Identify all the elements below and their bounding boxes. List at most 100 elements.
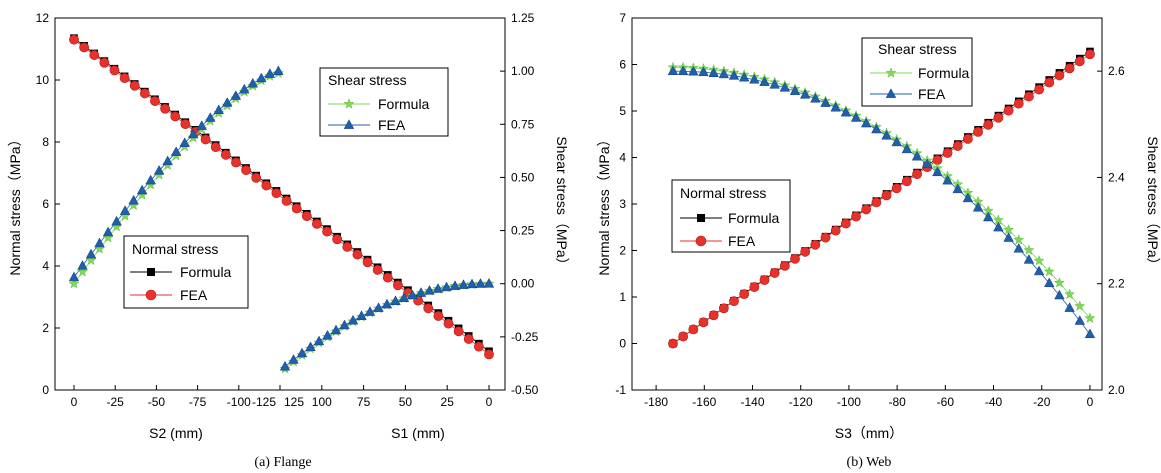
web-normal-fea-point [759,275,770,285]
flange-normal-fea-point [423,303,434,314]
flange-shear-s2-fea-point [256,72,267,83]
web-shear-fea-point [789,85,801,95]
flange-shear-s1-fea-point [330,324,342,335]
web-left-tick-label: 7 [619,11,626,25]
web-normal-fea-point [1064,63,1075,74]
flange-normal-fea-point [322,226,332,237]
web-caption: (b) Web [847,455,892,470]
flange-normal-fea-point [231,157,241,168]
web-right-tick-label: 2.4 [1108,170,1125,184]
web-normal-formula-square-marker [697,214,705,222]
web-normal-fea-point [993,112,1004,123]
web-shear-fea-point [1033,265,1045,276]
web-normal-fea-point [1085,49,1095,60]
web-shear-fea-point [942,174,953,185]
web-normal-fea-point [963,134,973,144]
flange-right-tick-label: -0.25 [511,330,539,344]
web-shear-fea-point [850,112,862,122]
web-x-tick-label: -100 [837,395,861,409]
flange-normal-fea-point [342,242,353,252]
web-shear-fea-triangle [885,88,897,98]
flange-data-marks [68,34,495,374]
flange-shear-s1-fea-point [390,295,401,305]
web-shear-formula-point [1084,312,1096,323]
web-shear-fea-point [749,73,760,84]
flange-ticks: 0 2 4 6 8 10 12 -0.50 -0.25 0.00 0.25 0.50 0.75 1.00 1… [36,11,539,409]
flange-normal-fea-point [382,272,393,283]
web-shear-legend-title: Shear stress [878,41,957,57]
web-shear-fea-point [779,82,791,92]
flange-normal-fea-point [372,265,383,275]
flange-shear-s1-fea-point [347,314,359,325]
flange-s1-tick-label: 75 [357,395,371,409]
web-left-tick-label: 4 [619,151,626,165]
flange-shear-s1-fea-point [483,277,495,288]
flange-shear-s1-fea-point [373,302,384,312]
web-shear-formula-point [1003,224,1015,235]
web-left-tick-label: -1 [615,383,626,397]
web-shear-fea-point [932,166,943,177]
flange-normal-fea-point [139,88,150,99]
flange-shear-fea-triangle-marker [343,119,355,129]
web-normal-formula-label: Formula [728,210,780,226]
web-shear-formula-point [1064,288,1076,300]
web-normal-fea-point [861,204,872,215]
flange-s2-tick-label: -25 [107,395,125,409]
flange-shear-s2-fea-point [102,226,114,237]
web-x-tick-label: -180 [644,395,668,409]
flange-shear-s2-fea-point [239,83,250,94]
web-normal-fea-point [749,282,760,292]
flange-normal-fea-point [160,103,170,114]
flange-normal-legend: Normal stress Formula FEA [123,235,249,309]
flange-normal-fea-point [352,249,363,260]
flange-shear-s2-fea-point [145,174,156,185]
flange-s2-tick-label: -75 [189,395,207,409]
flange-shear-s2-fea-point [273,65,284,75]
flange-shear-formula-star [343,98,355,109]
web-normal-fea-point [779,261,790,271]
web-shear-formula-point [1023,244,1035,255]
web-normal-fea-point [688,324,699,335]
flange-left-tick-label: 4 [42,259,49,273]
flange-shear-s1-fea-point [339,319,350,330]
flange-shear-legend-title: Shear stress [328,72,407,88]
flange-normal-fea-point [433,311,444,321]
web-x-tick-label: -160 [692,395,716,409]
flange-shear-formula-label: Formula [378,96,430,112]
flange-right-tick-label: 1.00 [511,64,535,78]
web-x-tick-label: -120 [789,395,813,409]
web-left-axis-label: Normal stress（MPa） [596,132,612,275]
web-x-tick-label: 0 [1087,395,1094,409]
web-normal-fea-point [800,246,811,257]
flange-normal-fea-point [473,341,484,352]
web-normal-fea-point [871,197,882,208]
web-normal-fea-point [790,253,800,264]
flange-normal-fea-point [109,65,120,76]
flange-shear-s2-formula-point [85,254,97,266]
web-shear-formula-point [1074,300,1086,311]
flange-shear-s2-fea-point [111,215,122,226]
flange-right-tick-label: -0.50 [511,383,539,397]
flange-normal-legend-title: Normal stress [132,241,218,257]
flange-normal-fea-point [69,34,79,45]
web-left-tick-label: 6 [619,58,626,72]
flange-s1-axis-label: S1 (mm) [391,425,445,441]
web-shear-fea-point [677,65,689,76]
web-shear-fea-point [1023,254,1035,264]
flange-shear-s2-fea-point [77,260,88,270]
flange-normal-formula-square-marker [147,268,155,276]
flange-normal-fea-point [251,172,262,183]
web-x-tick-label: -60 [937,395,955,409]
web-x-tick-label: -20 [1033,395,1051,409]
web-shear-fea-point [759,76,770,86]
flange-shear-s1-fea-point [381,298,393,309]
web-shear-formula-point [1043,265,1055,277]
web-shear-fea-point [891,136,902,147]
web-shear-formula-label: Formula [918,65,970,81]
flange-shear-s1-fea-point [356,310,367,320]
web-normal-fea-point [891,183,902,194]
flange-normal-fea-point [241,165,251,176]
web-normal-fea-point [881,190,892,201]
web-shear-fea-point [1064,302,1075,312]
flange-shear-fea-label: FEA [378,117,406,133]
